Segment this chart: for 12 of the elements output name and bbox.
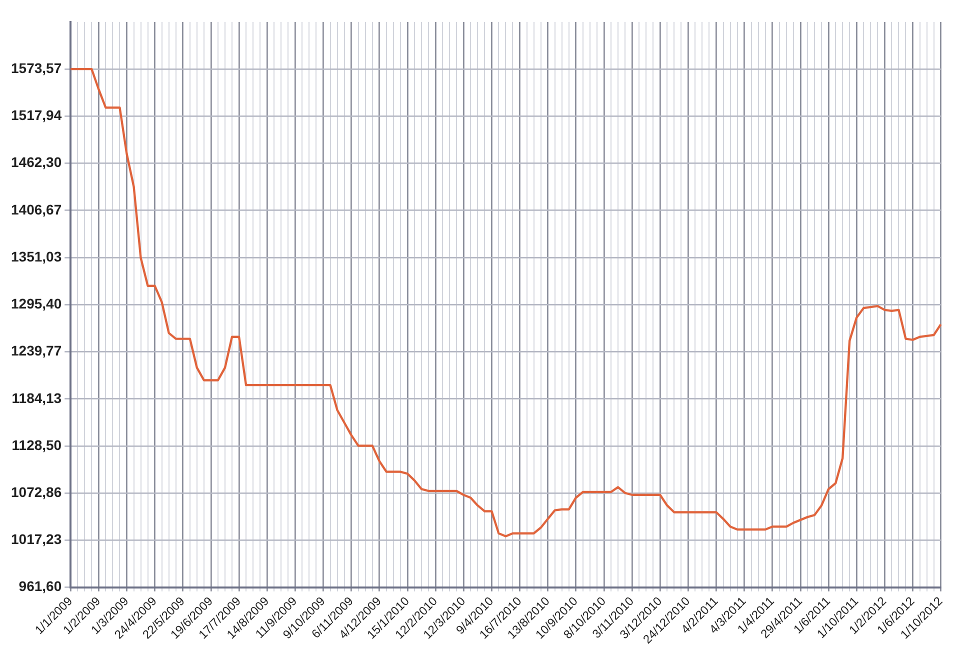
y-tick-label: 961,60 [18,578,62,594]
y-tick-label: 1573,57 [10,60,62,76]
y-tick-label: 1351,03 [10,248,62,264]
y-tick-label: 1295,40 [10,296,62,312]
y-tick-label: 1462,30 [10,154,62,170]
y-tick-label: 1406,67 [10,201,62,218]
y-tick-label: 1072,86 [10,484,62,500]
y-tick-label: 1184,13 [12,390,62,406]
y-tick-label: 1017,23 [10,531,62,548]
y-tick-label: 1517,94 [10,107,62,124]
y-tick-label: 1239,77 [10,342,62,359]
y-tick-label: 1128,50 [12,436,62,453]
